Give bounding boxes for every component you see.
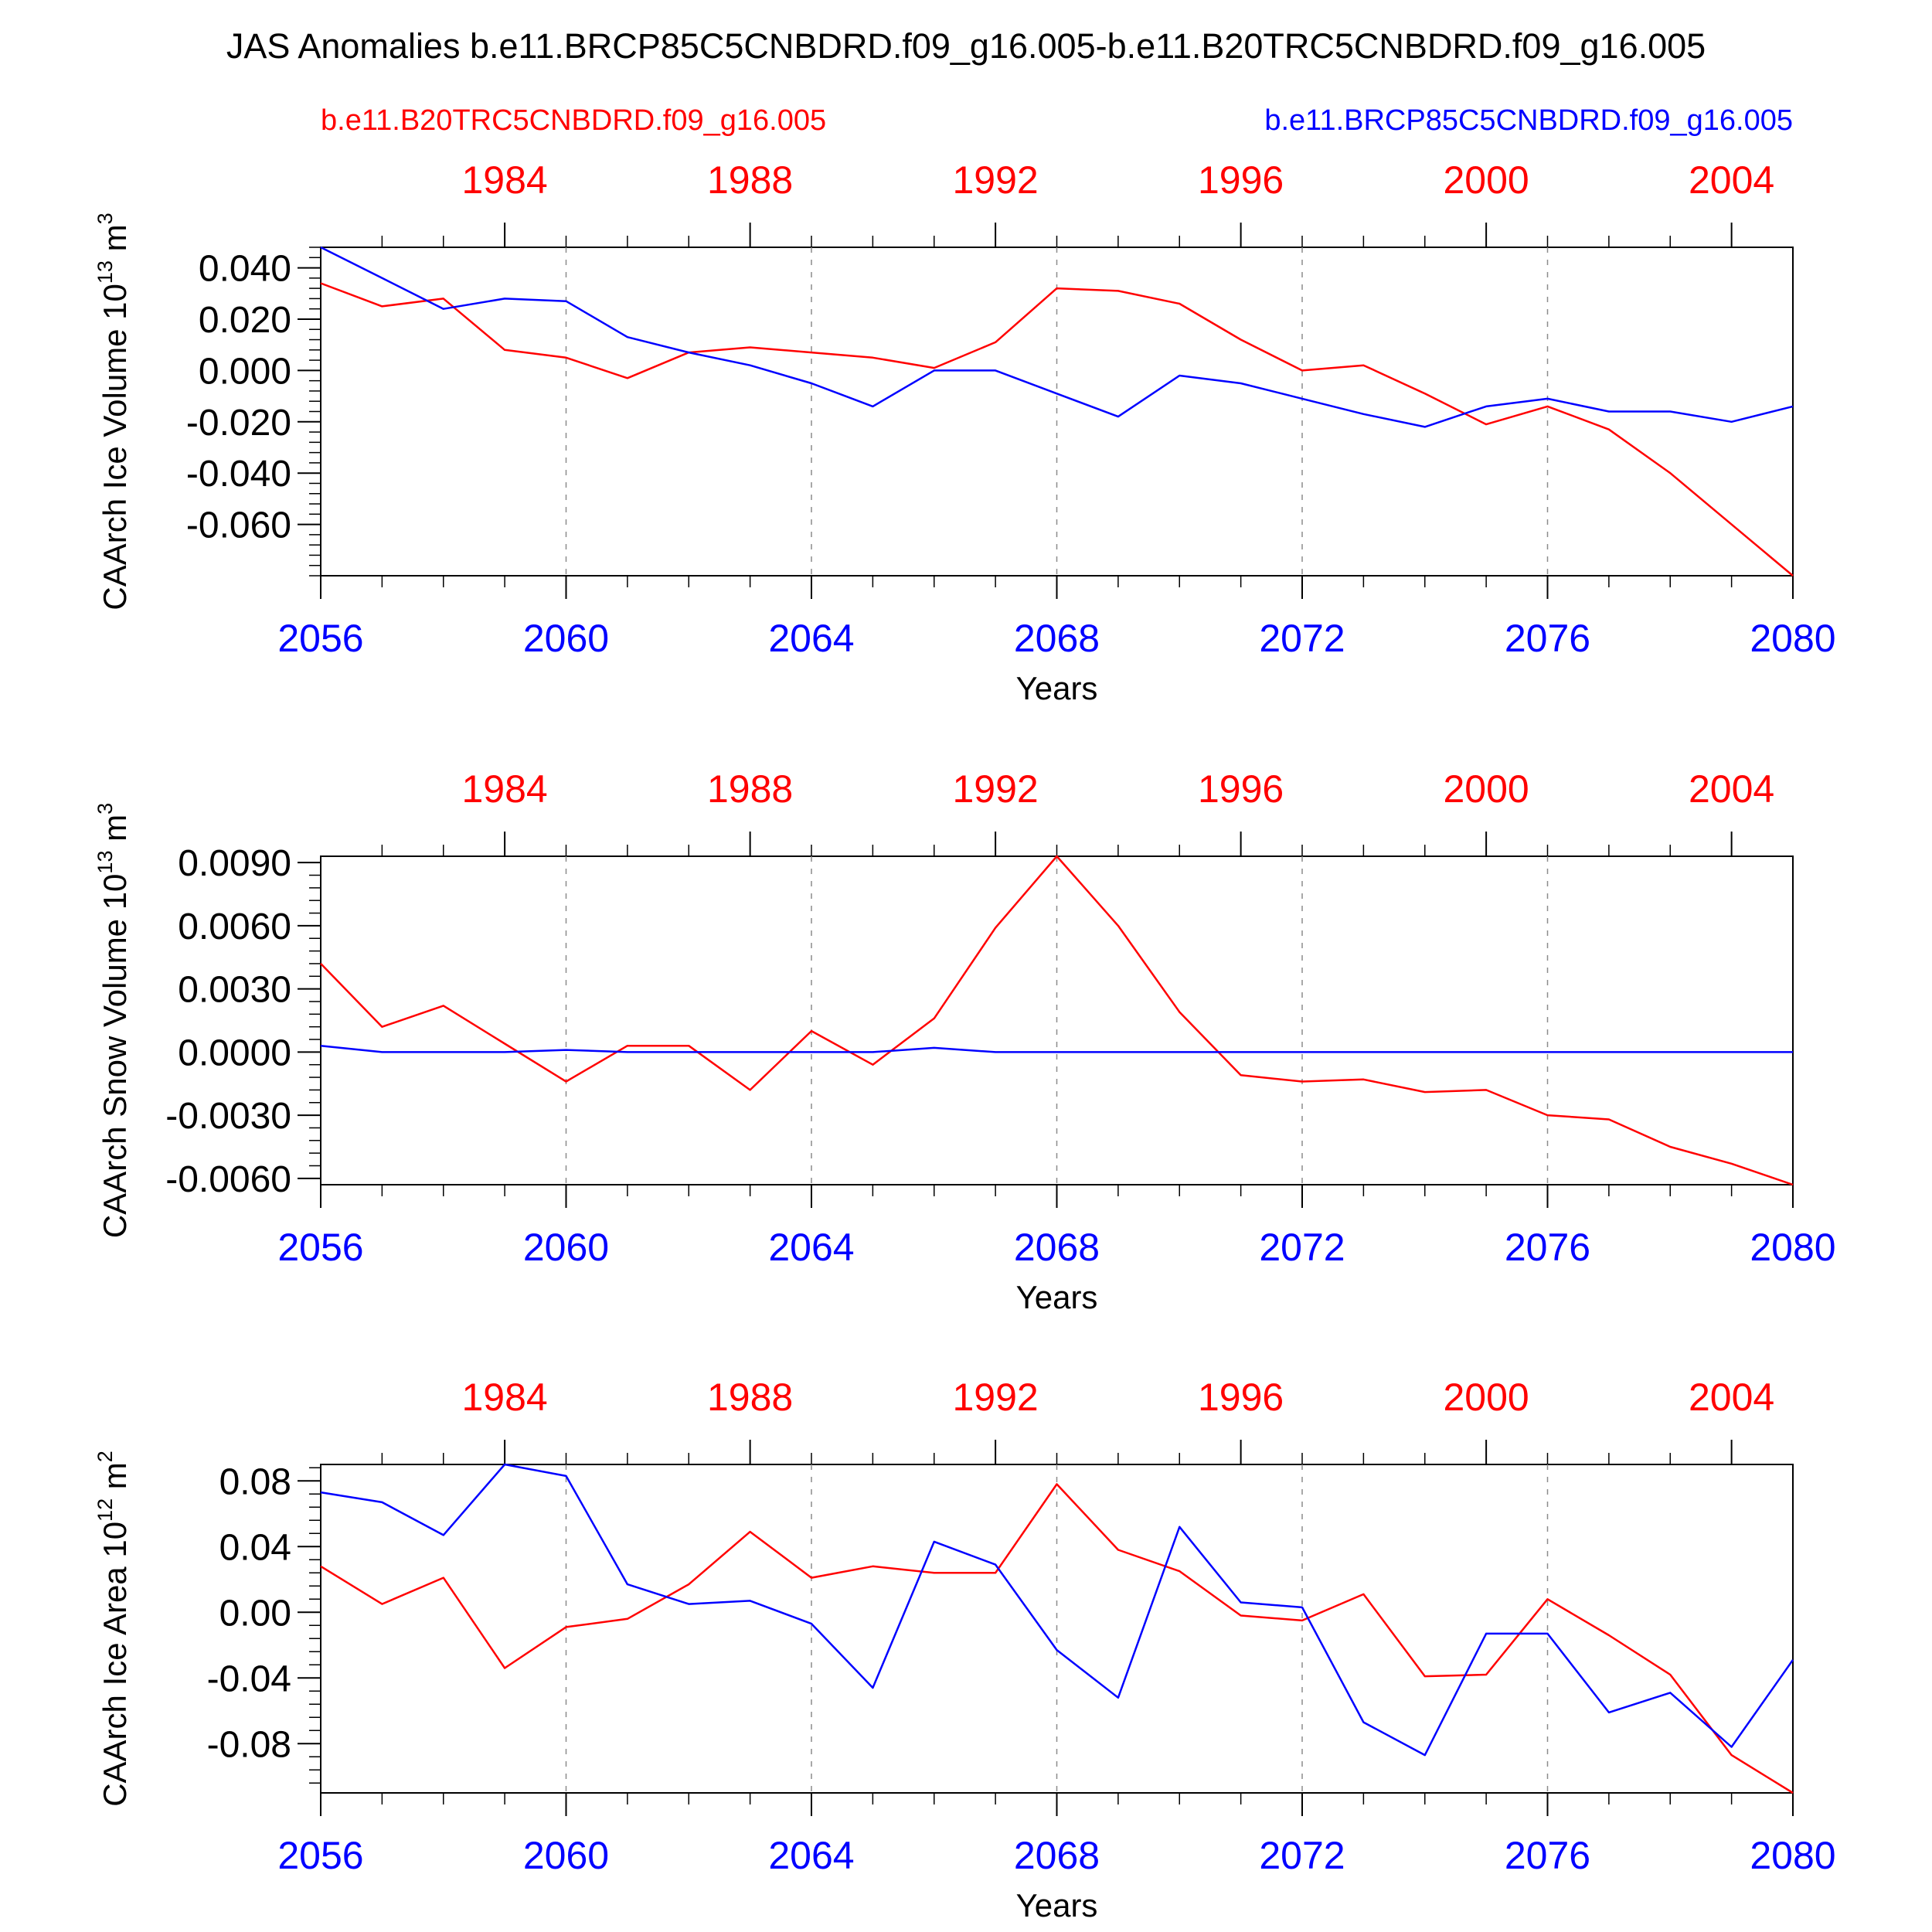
y-tick-label: 0.08: [219, 1461, 291, 1502]
x-axis-label: Years: [1016, 670, 1098, 706]
top-tick-label: 1996: [1198, 158, 1284, 202]
y-tick-label: 0.0030: [178, 970, 291, 1011]
y-tick-label: -0.08: [207, 1724, 291, 1765]
ice-area-panel: 2056 2060 2064 2068 2072 2076 2080 1984 1988 1992…: [94, 1376, 1836, 1923]
series-line-red: [320, 855, 1794, 1186]
y-tick-label: 0.04: [219, 1527, 291, 1568]
x-tick-label: 2056: [277, 617, 363, 660]
y-tick-label: -0.0060: [165, 1159, 291, 1200]
top-tick-label: 1988: [707, 1376, 793, 1419]
ice-volume-panel: 2056 2060 2064 2068 2072 2076 2080 1984 1988 1992…: [94, 158, 1836, 706]
series-line-red: [320, 282, 1794, 577]
y-tick-label: 0.00: [219, 1593, 291, 1634]
x-tick-label: 2076: [1505, 617, 1590, 660]
x-tick-label: 2068: [1014, 617, 1100, 660]
main-title: JAS Anomalies b.e11.BRCP85C5CNBDRD.f09_g…: [226, 26, 1706, 66]
y-tick-label: -0.04: [207, 1658, 291, 1699]
y-tick-label: 0.0060: [178, 906, 291, 947]
x-tick-label: 2064: [768, 1834, 854, 1877]
y-axis-label: CAArch Ice Volume 1013 m3: [94, 213, 133, 610]
x-tick-label: 2064: [768, 1226, 854, 1269]
top-tick-label: 1988: [707, 767, 793, 811]
top-tick-label: 1992: [953, 767, 1039, 811]
x-axis-label: Years: [1016, 1887, 1098, 1923]
legend-right-series-label: b.e11.BRCP85C5CNBDRD.f09_g16.005: [1264, 104, 1793, 137]
top-tick-label: 1984: [462, 1376, 548, 1419]
y-tick-label: -0.060: [186, 505, 291, 546]
top-tick-label: 1984: [462, 158, 548, 202]
series-line-blue: [320, 1044, 1793, 1053]
x-tick-label: 2072: [1259, 1834, 1345, 1877]
x-tick-label: 2080: [1750, 1834, 1835, 1877]
series-line-red: [320, 1483, 1794, 1794]
top-tick-label: 1984: [462, 767, 548, 811]
top-tick-label: 1996: [1198, 1376, 1284, 1419]
y-tick-label: -0.040: [186, 454, 291, 495]
x-tick-label: 2060: [523, 617, 609, 660]
series-line-blue: [320, 246, 1794, 428]
series-line-blue: [320, 1463, 1794, 1757]
top-tick-label: 1992: [953, 158, 1039, 202]
x-tick-label: 2056: [277, 1834, 363, 1877]
x-tick-label: 2076: [1505, 1834, 1590, 1877]
x-tick-label: 2064: [768, 617, 854, 660]
x-tick-label: 2060: [523, 1834, 609, 1877]
x-tick-label: 2068: [1014, 1834, 1100, 1877]
top-tick-label: 2000: [1444, 1376, 1529, 1419]
top-tick-label: 2004: [1689, 1376, 1774, 1419]
x-tick-label: 2072: [1259, 1226, 1345, 1269]
x-axis-label: Years: [1016, 1279, 1098, 1315]
y-tick-label: 0.040: [199, 249, 291, 290]
x-tick-label: 2060: [523, 1226, 609, 1269]
x-tick-label: 2080: [1750, 1226, 1835, 1269]
top-tick-label: 1992: [953, 1376, 1039, 1419]
x-tick-label: 2056: [277, 1226, 363, 1269]
y-tick-label: 0.000: [199, 351, 291, 392]
y-axis-label: CAArch Ice Area 1012 m2: [94, 1451, 133, 1807]
x-tick-label: 2068: [1014, 1226, 1100, 1269]
x-tick-label: 2080: [1750, 617, 1835, 660]
y-tick-label: 0.0000: [178, 1032, 291, 1073]
x-tick-label: 2076: [1505, 1226, 1590, 1269]
top-tick-label: 2000: [1444, 767, 1529, 811]
snow-volume-panel: 2056 2060 2064 2068 2072 2076 2080 1984 1988 1992…: [94, 767, 1836, 1315]
top-tick-label: 1988: [707, 158, 793, 202]
y-tick-label: -0.020: [186, 403, 291, 444]
top-tick-label: 2000: [1444, 158, 1529, 202]
y-tick-label: 0.0090: [178, 843, 291, 884]
top-tick-label: 1996: [1198, 767, 1284, 811]
top-tick-label: 2004: [1689, 158, 1774, 202]
top-tick-label: 2004: [1689, 767, 1774, 811]
legend-left-series-label: b.e11.B20TRC5CNBDRD.f09_g16.005: [321, 104, 826, 137]
x-tick-label: 2072: [1259, 617, 1345, 660]
y-tick-label: -0.0030: [165, 1096, 291, 1137]
y-axis-label: CAArch Snow Volume 1013 m3: [94, 803, 133, 1238]
y-tick-label: 0.020: [199, 300, 291, 341]
